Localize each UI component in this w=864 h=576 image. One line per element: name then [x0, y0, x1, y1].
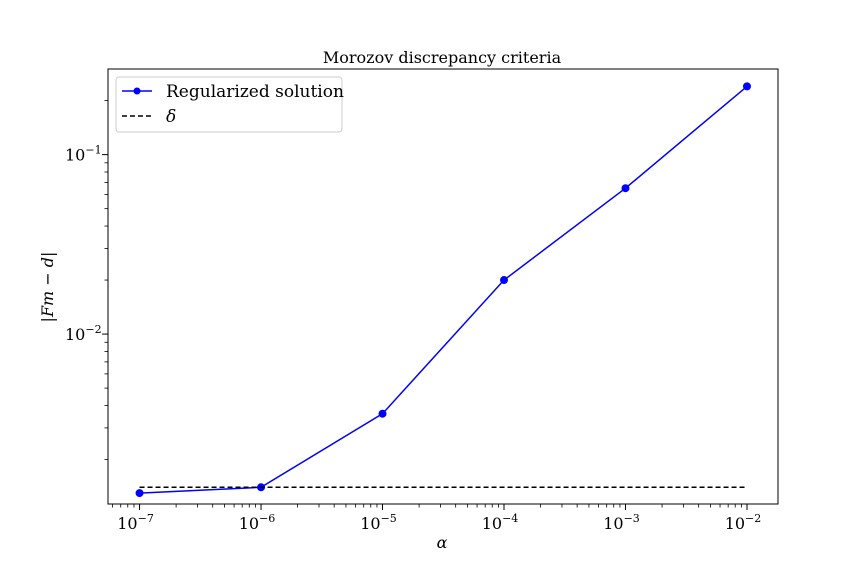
x-tick-label: 10−3: [603, 512, 640, 533]
y-tick-exponent: −1: [85, 144, 101, 157]
x-tick-label: 10−5: [360, 512, 397, 533]
x-tick-exponent: −2: [745, 512, 761, 525]
x-tick-label: 10−4: [482, 512, 519, 533]
y-tick-exponent: −2: [85, 323, 101, 336]
data-point: [500, 276, 509, 285]
x-tick-exponent: −7: [138, 512, 154, 525]
data-point: [135, 489, 144, 498]
x-axis-label: α: [437, 533, 448, 552]
legend-marker: [133, 87, 141, 95]
data-point: [621, 184, 630, 193]
y-tick-label: 10−1: [65, 144, 102, 165]
x-tick-label: 10−2: [725, 512, 762, 533]
x-tick-label: 10−6: [239, 512, 276, 533]
legend-label-2: δ: [166, 107, 176, 127]
data-point: [742, 82, 751, 91]
y-axis-label: |Fm − d|: [38, 252, 57, 323]
x-tick-exponent: −6: [259, 512, 275, 525]
x-tick-exponent: −4: [502, 512, 518, 525]
series-line-1: [139, 85, 748, 494]
plot-area: 10−7 10−6 10−5 10−4 10−3 10−2 10−2 10−1: [65, 68, 779, 533]
x-tick-exponent: −5: [381, 512, 397, 525]
legend-label-1: Regularized solution: [166, 82, 344, 102]
chart-title: Morozov discrepancy criteria: [323, 48, 562, 67]
x-tick-exponent: −3: [624, 512, 640, 525]
x-tick-label: 10−7: [117, 512, 154, 533]
legend: Regularized solution δ: [115, 76, 344, 133]
plot-frame: [107, 68, 779, 505]
legend-frame: [115, 76, 343, 133]
data-point: [378, 409, 387, 418]
y-tick-label: 10−2: [65, 323, 102, 344]
